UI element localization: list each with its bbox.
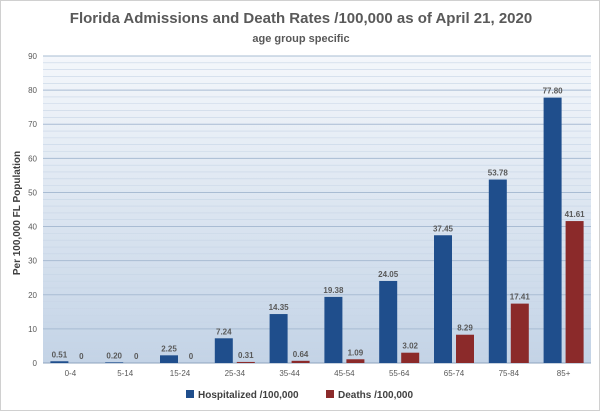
bar-hospitalized: [379, 280, 398, 363]
y-axis-label: Per 100,000 FL Population: [12, 151, 23, 275]
y-axis-ticks: 0 10 20 30 40 50 60 70 80 90: [28, 52, 37, 368]
x-tick-label: 45-54: [334, 369, 355, 378]
data-label-deaths: 3.02: [402, 342, 418, 351]
x-tick-label: 75-84: [499, 369, 520, 378]
data-label-deaths: 1.09: [348, 348, 364, 357]
data-label-deaths: 0: [189, 352, 194, 361]
x-tick-label: 15-24: [170, 369, 191, 378]
bar-hospitalized: [269, 314, 288, 363]
data-label-deaths: 0: [79, 352, 84, 361]
legend-swatch-hospitalized: [186, 390, 194, 398]
x-axis-ticks: 0-4 5-14 15-24 25-34 35-44 45-54 55-64 65-74 75-…: [65, 369, 571, 378]
data-label-deaths: 0.31: [238, 351, 254, 360]
bar-hospitalized: [434, 235, 452, 363]
data-label-hospitalized: 0.20: [106, 351, 122, 360]
data-label-deaths: 41.61: [565, 210, 586, 219]
data-label-hospitalized: 24.05: [378, 270, 399, 279]
y-tick-label: 10: [28, 325, 37, 334]
bar-deaths: [510, 303, 529, 363]
y-tick-label: 20: [28, 291, 37, 300]
legend: Hospitalized /100,000 Deaths /100,000: [186, 390, 413, 401]
y-tick-label: 60: [28, 154, 37, 163]
bar-hospitalized: [488, 179, 507, 363]
legend-swatch-deaths: [326, 390, 334, 398]
bar-hospitalized: [105, 362, 124, 363]
x-tick-label: 85+: [557, 369, 571, 378]
legend-label-deaths: Deaths /100,000: [338, 390, 413, 401]
plot-background: [43, 56, 591, 363]
data-label-deaths: 17.41: [510, 293, 531, 302]
data-label-deaths: 8.29: [457, 324, 473, 333]
data-label-deaths: 0: [134, 352, 139, 361]
data-label-hospitalized: 37.45: [433, 224, 454, 233]
y-tick-label: 40: [28, 223, 37, 232]
chart-title: Florida Admissions and Death Rates /100,…: [70, 10, 532, 27]
bar-hospitalized: [50, 361, 69, 363]
y-tick-label: 80: [28, 86, 37, 95]
legend-label-hospitalized: Hospitalized /100,000: [198, 390, 299, 401]
bar-deaths: [456, 334, 474, 363]
x-tick-label: 35-44: [279, 369, 300, 378]
plot-area: [43, 56, 591, 363]
data-label-hospitalized: 7.24: [216, 327, 232, 336]
bar-deaths: [565, 221, 584, 363]
bar-hospitalized: [543, 97, 562, 364]
bar-hospitalized: [160, 355, 178, 363]
data-label-hospitalized: 53.78: [488, 169, 509, 178]
data-label-hospitalized: 19.38: [323, 286, 344, 295]
bar-hospitalized: [214, 338, 233, 363]
bar-deaths: [291, 360, 310, 363]
bar-deaths: [346, 359, 365, 363]
y-tick-label: 70: [28, 120, 37, 129]
data-label-hospitalized: 2.25: [161, 344, 177, 353]
x-tick-label: 55-64: [389, 369, 410, 378]
data-label-hospitalized: 0.51: [52, 350, 68, 359]
x-tick-label: 65-74: [444, 369, 465, 378]
bar-deaths: [236, 361, 255, 363]
bars: [50, 97, 584, 364]
x-tick-label: 5-14: [117, 369, 134, 378]
y-tick-label: 30: [28, 257, 37, 266]
data-labels: 0.51 0 0.20 0 2.25 0 7.24 0.31 14.35 0.64 19.38 1.0…: [52, 87, 586, 361]
x-tick-label: 0-4: [65, 369, 77, 378]
y-tick-label: 50: [28, 188, 37, 197]
data-label-deaths: 0.64: [293, 350, 309, 359]
y-tick-label: 90: [28, 52, 37, 61]
chart-subtitle: age group specific: [252, 33, 349, 45]
bar-hospitalized: [324, 296, 343, 363]
y-tick-label: 0: [33, 359, 38, 368]
data-label-hospitalized: 14.35: [269, 303, 290, 312]
data-label-hospitalized: 77.80: [543, 87, 564, 96]
x-tick-label: 25-34: [225, 369, 246, 378]
bar-deaths: [401, 352, 420, 363]
